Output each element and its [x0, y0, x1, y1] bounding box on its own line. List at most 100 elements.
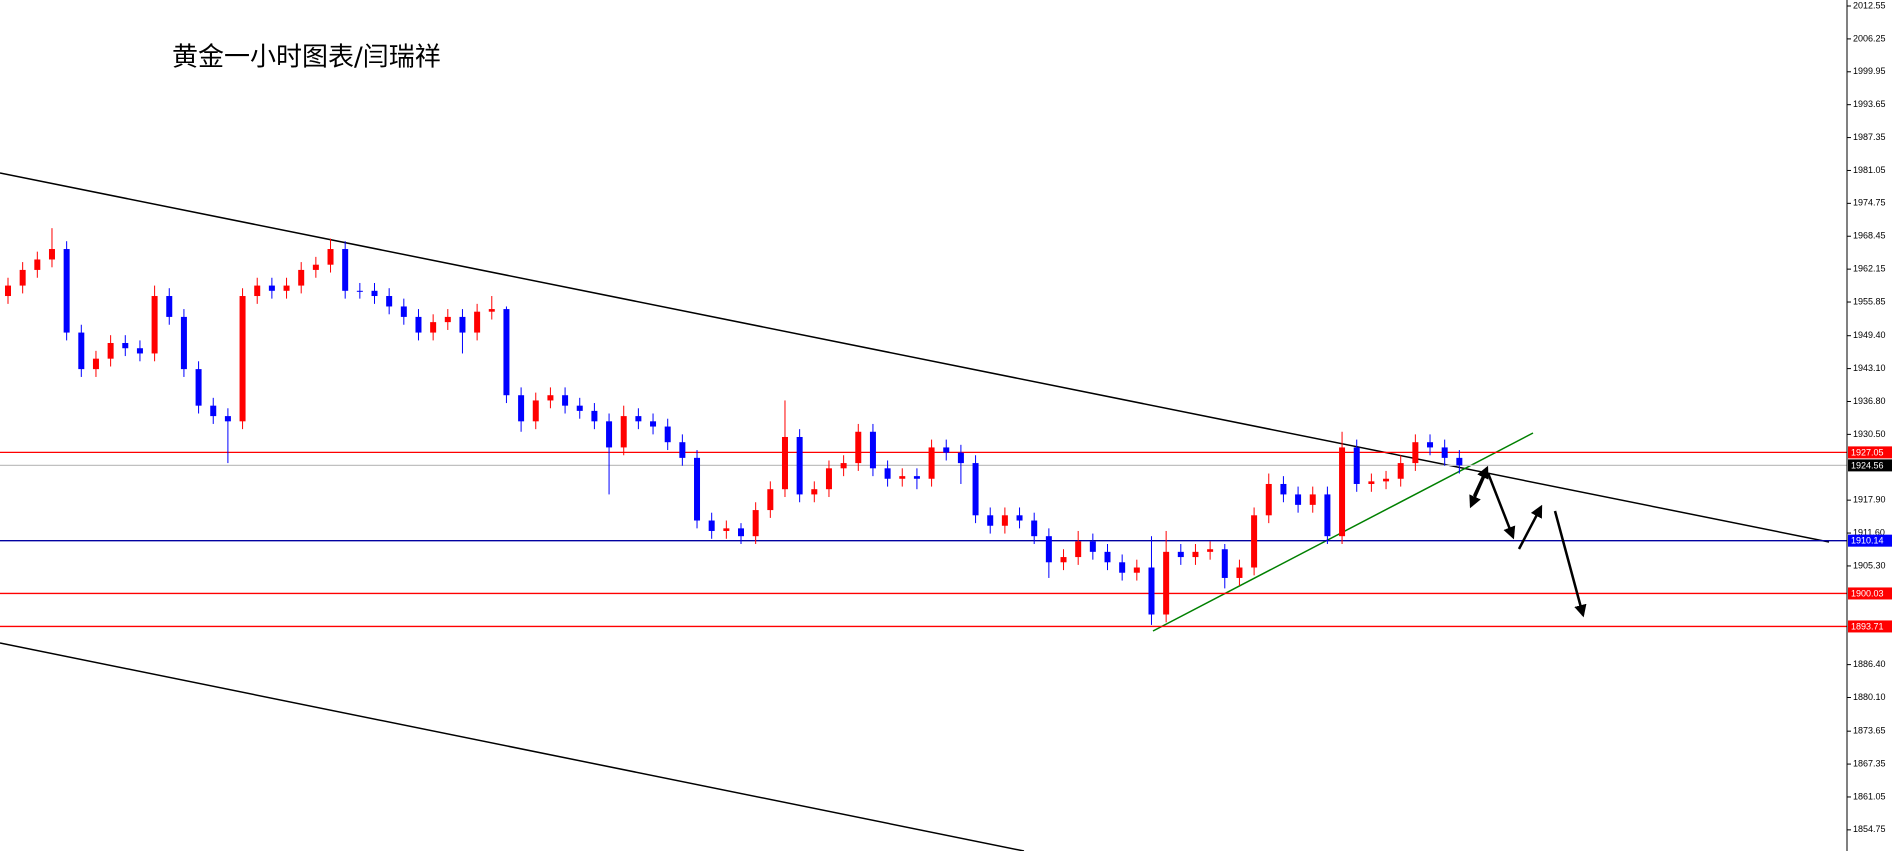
candle-body: [547, 395, 554, 401]
candle-body: [1133, 567, 1140, 573]
y-tick-label: 1854.75: [1853, 824, 1886, 834]
candle-body: [884, 468, 891, 479]
candle-body: [987, 515, 994, 526]
candle-body: [1280, 483, 1287, 495]
y-tick-label: 1861.05: [1853, 791, 1886, 801]
y-tick-label: 1974.75: [1853, 198, 1886, 208]
candle-body: [796, 436, 803, 495]
candle-body: [312, 264, 319, 270]
candle-body: [1177, 551, 1184, 558]
candle-body: [488, 309, 495, 312]
candle-body: [694, 457, 701, 521]
price-tag: [1848, 587, 1892, 600]
candle-body: [1016, 515, 1023, 521]
candle-body: [738, 528, 744, 537]
price-tag-label: 1910.14: [1851, 536, 1884, 546]
candle-body: [136, 348, 143, 354]
y-tick-label: 1955.85: [1853, 296, 1886, 306]
candle-body: [356, 290, 363, 292]
candle-body: [650, 421, 657, 427]
price-tag-label: 1893.71: [1851, 621, 1884, 631]
y-tick-label: 1936.80: [1853, 396, 1886, 406]
arrow: [1517, 504, 1543, 550]
candle-body: [957, 452, 964, 464]
candle-body: [503, 309, 510, 396]
y-tick-label: 1880.10: [1853, 692, 1886, 702]
candle-body: [518, 395, 525, 422]
price-tag-label: 1924.56: [1851, 460, 1884, 470]
candle-body: [34, 259, 41, 270]
candle-body: [122, 343, 129, 349]
candle-body: [459, 316, 466, 333]
candle-body: [1089, 541, 1096, 552]
candle-body: [180, 316, 187, 370]
trend-line: [0, 642, 1025, 851]
candle-body: [1045, 536, 1052, 563]
candle-body: [869, 431, 876, 469]
candle-body: [1104, 551, 1111, 563]
candle-body: [1456, 457, 1463, 466]
y-tick-label: 1993.65: [1853, 99, 1886, 109]
y-tick-label: 1867.35: [1853, 758, 1886, 768]
candle-body: [474, 311, 481, 333]
candle-body: [532, 400, 539, 422]
candle-body: [5, 285, 11, 297]
candle-body: [224, 416, 231, 422]
candle-body: [342, 249, 349, 291]
candle-body: [1265, 483, 1272, 516]
arrow: [1472, 465, 1489, 497]
forecast-arrows: [1469, 465, 1587, 618]
candle-body: [1031, 520, 1038, 537]
candle-body: [840, 463, 847, 469]
candle-body: [430, 322, 437, 333]
candle-body: [928, 447, 935, 479]
arrow: [1553, 510, 1587, 618]
y-tick-label: 1905.30: [1853, 560, 1886, 570]
arrow: [1486, 472, 1516, 540]
candle-body: [723, 528, 730, 531]
candle-body: [1427, 442, 1434, 448]
y-tick-label: 1981.05: [1853, 165, 1886, 175]
candle-body: [1221, 549, 1228, 578]
candle-body: [825, 468, 832, 490]
candle-body: [1339, 447, 1346, 537]
candle-body: [972, 463, 979, 516]
candle-body: [268, 285, 275, 291]
y-tick-label: 1987.35: [1853, 132, 1886, 142]
candle-body: [1383, 478, 1390, 482]
candle-body: [606, 421, 613, 448]
y-tick-label: 1886.40: [1853, 659, 1886, 669]
y-tick-label: 1949.40: [1853, 330, 1886, 340]
candle-body: [943, 447, 950, 453]
candle-body: [1236, 567, 1243, 578]
y-tick-label: 1930.50: [1853, 429, 1886, 439]
candle-body: [1324, 494, 1331, 537]
y-tick-label: 1917.90: [1853, 495, 1886, 505]
candle-body: [298, 269, 305, 286]
candle-body: [913, 476, 920, 479]
y-tick-label: 2012.55: [1853, 0, 1886, 10]
y-tick-label: 1968.45: [1853, 231, 1886, 241]
candle-body: [327, 249, 334, 265]
candle-body: [415, 316, 422, 333]
candle-body: [1353, 447, 1360, 484]
candle-body: [92, 358, 99, 370]
candle-body: [855, 431, 862, 464]
candle-body: [78, 332, 85, 370]
candle-body: [1412, 442, 1419, 464]
chart-title: 黄金一小时图表/闫瑞祥: [172, 43, 441, 73]
candle-body: [166, 296, 173, 317]
candle-body: [576, 405, 583, 411]
candle-body: [210, 405, 217, 417]
candle-body: [283, 285, 290, 291]
candle-body: [664, 426, 671, 443]
candle-body: [1309, 494, 1316, 505]
candle-body: [1163, 551, 1170, 615]
price-tag: [1848, 459, 1892, 472]
candle-body: [1295, 494, 1302, 505]
candle-body: [254, 285, 261, 297]
y-tick-label: 1999.95: [1853, 66, 1886, 76]
candle-body: [1207, 549, 1214, 552]
candle-body: [811, 489, 818, 495]
